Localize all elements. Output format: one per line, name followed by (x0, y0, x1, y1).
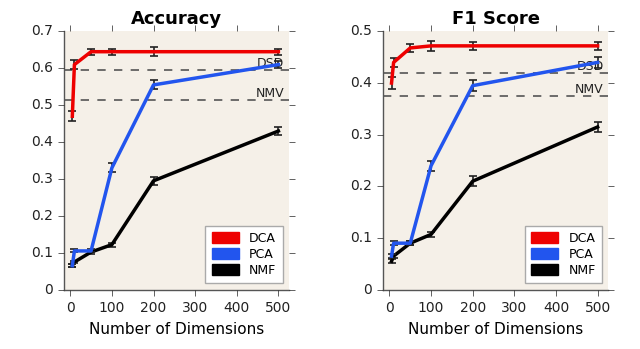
Title: Accuracy: Accuracy (131, 10, 222, 29)
Legend: DCA, PCA, NMF: DCA, PCA, NMF (525, 226, 602, 283)
X-axis label: Number of Dimensions: Number of Dimensions (408, 322, 583, 337)
Title: F1 Score: F1 Score (452, 10, 540, 29)
Legend: DCA, PCA, NMF: DCA, PCA, NMF (205, 226, 282, 283)
Text: DSD: DSD (577, 60, 604, 73)
Text: NMV: NMV (575, 83, 604, 96)
Text: NMV: NMV (256, 87, 284, 100)
X-axis label: Number of Dimensions: Number of Dimensions (89, 322, 264, 337)
Text: DSD: DSD (257, 57, 284, 70)
